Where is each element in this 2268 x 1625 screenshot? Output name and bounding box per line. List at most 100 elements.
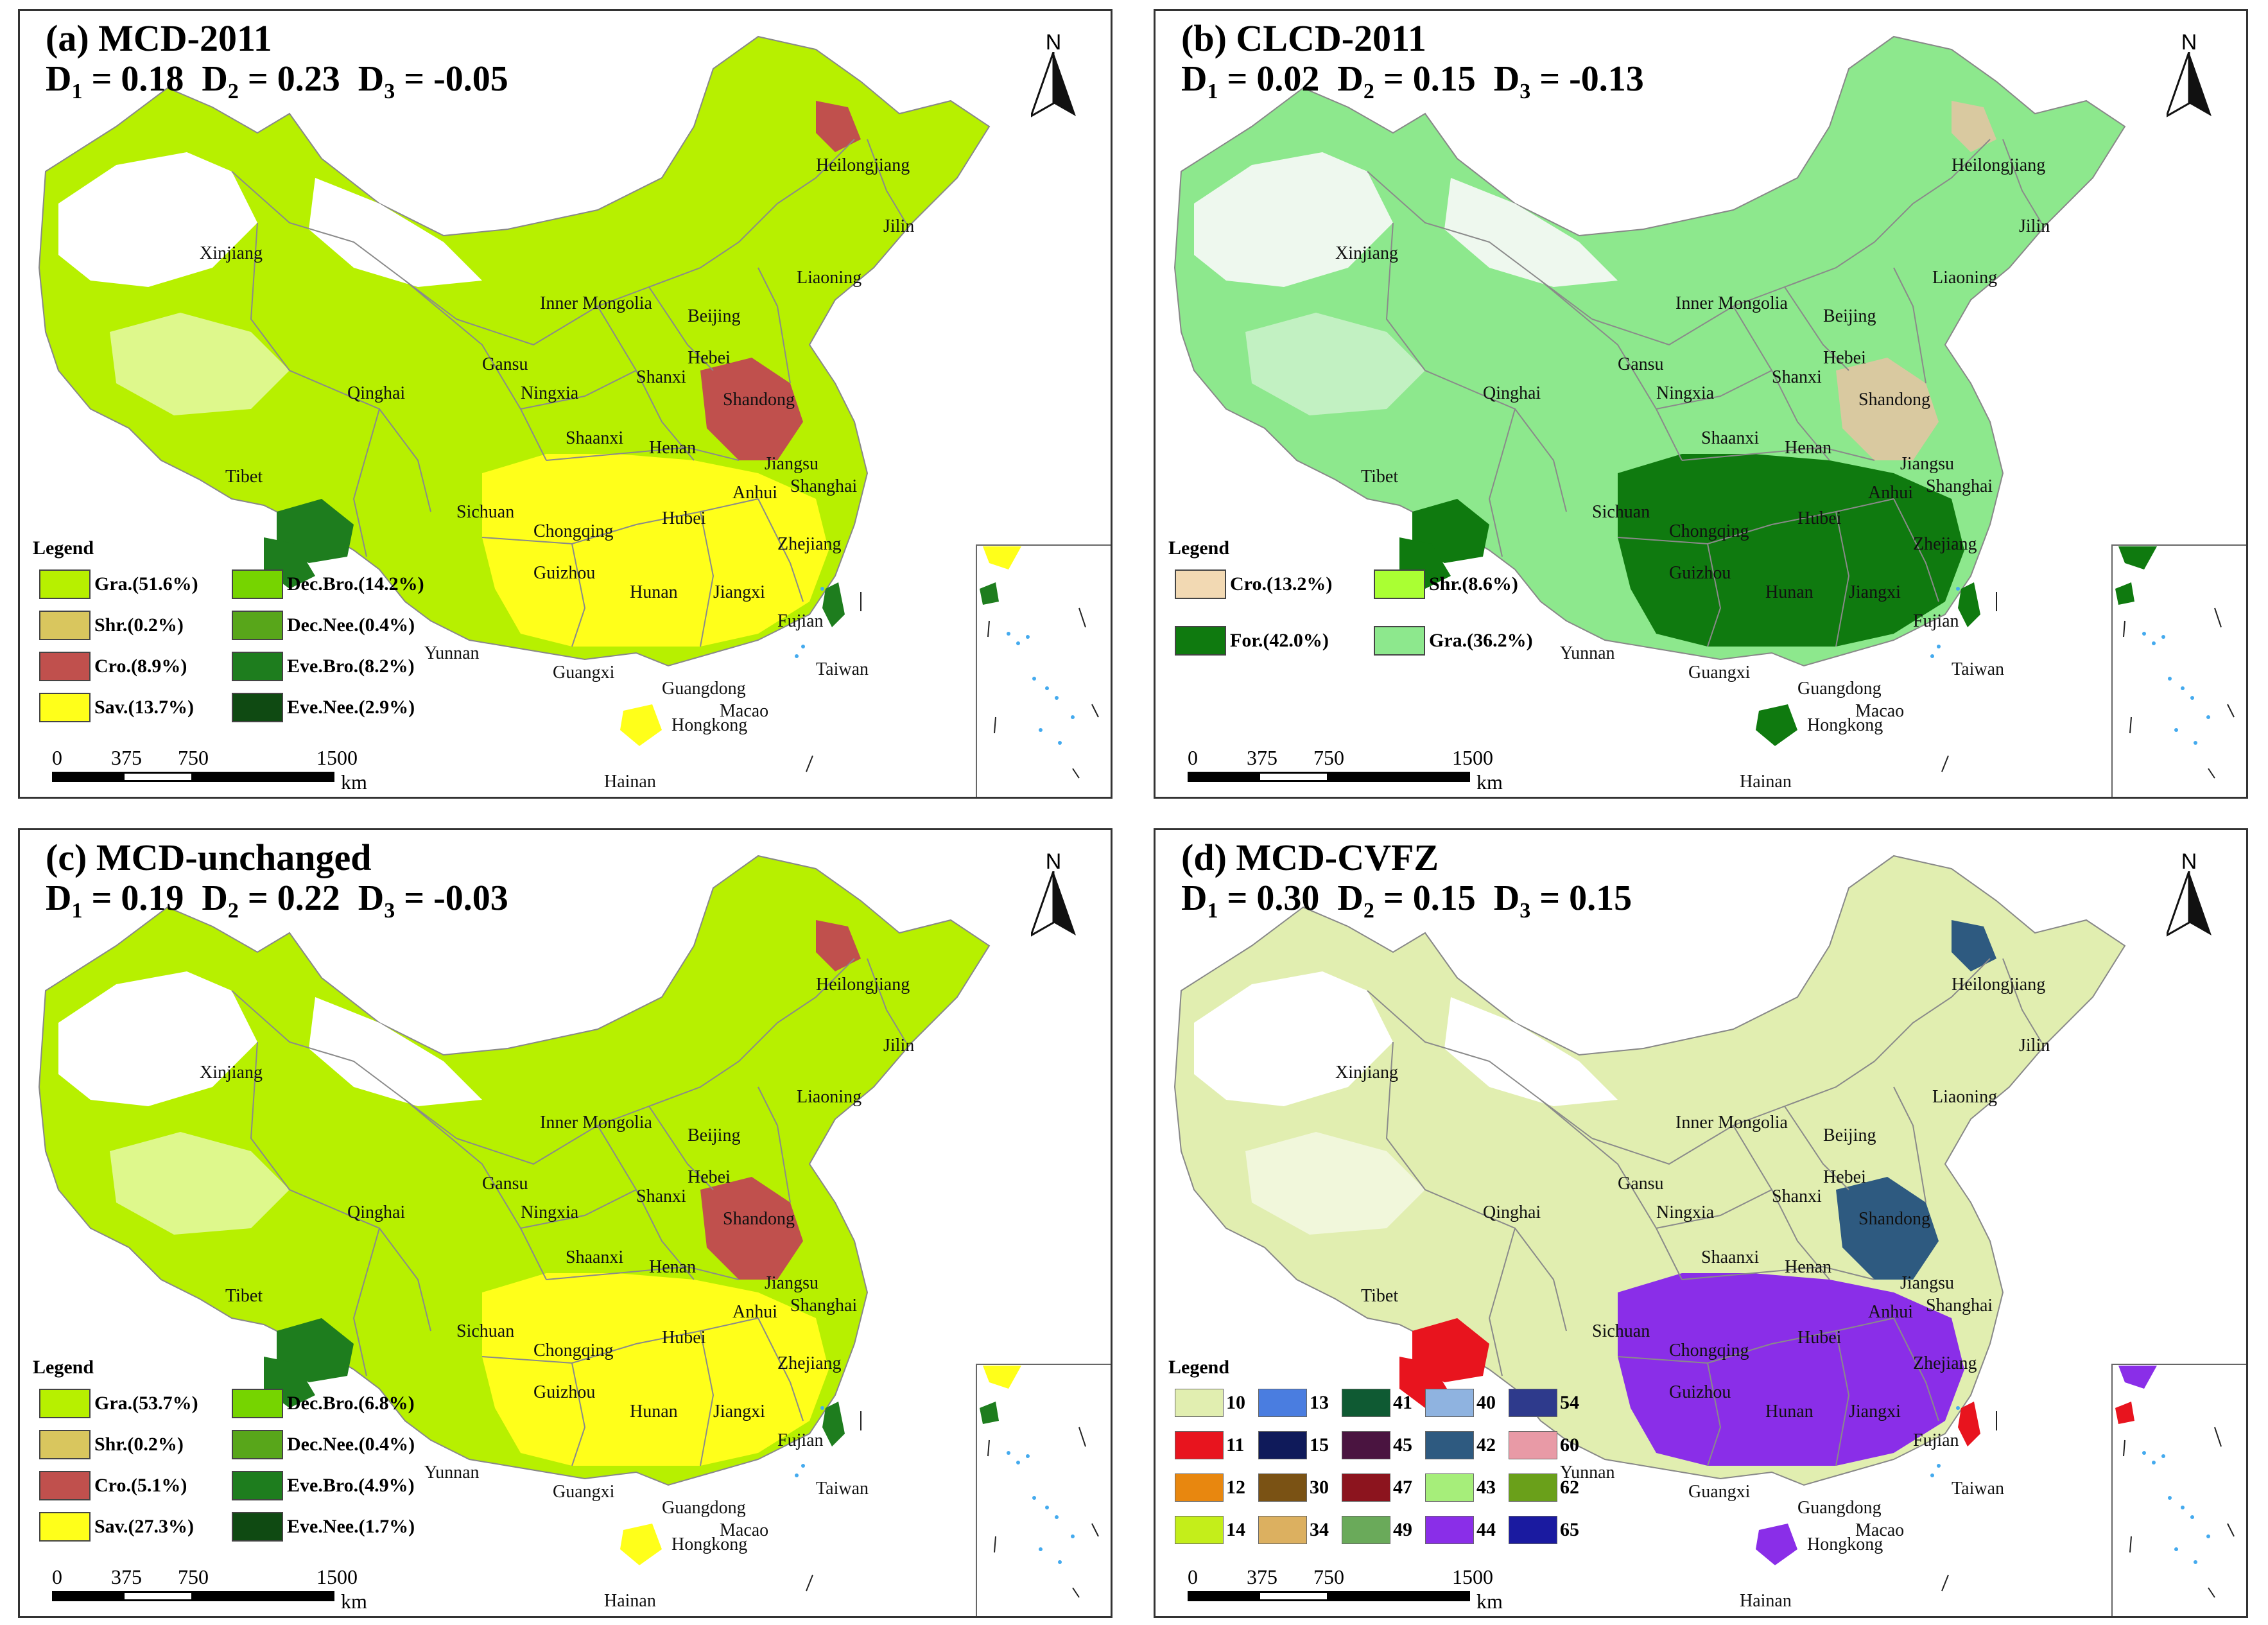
- north-label: N: [1045, 30, 1062, 55]
- scale-tick-0: 0: [1188, 1565, 1198, 1588]
- label-fujian: Fujian: [1913, 611, 1959, 631]
- legend-label: Gra.(36.2%): [1429, 630, 1533, 651]
- label-jilin: Jilin: [2019, 1036, 2050, 1056]
- legend-swatch: [1509, 1389, 1557, 1417]
- legend-label: 45: [1393, 1434, 1412, 1456]
- scale-unit: km: [341, 1590, 367, 1613]
- label-shaanxi: Shaanxi: [566, 428, 624, 448]
- scale-tick-750: 750: [178, 746, 209, 769]
- legend-swatch: [1509, 1473, 1557, 1502]
- label-ningxia: Ningxia: [521, 1203, 579, 1222]
- barren-west: [1194, 971, 1393, 1106]
- label-shaanxi: Shaanxi: [1701, 428, 1760, 448]
- legend-label: 34: [1310, 1519, 1329, 1540]
- east-islands: [806, 592, 861, 772]
- panel-c-mcd-unchanged: (c) MCD-unchanged D1 = 0.19 D2 = 0.22 D3…: [18, 828, 1112, 1618]
- legend-swatch: [1342, 1473, 1390, 1502]
- scale-tick-375: 375: [1247, 1565, 1277, 1588]
- scale-bar-seg-2: [123, 772, 193, 782]
- label-hubei: Hubei: [662, 1328, 706, 1348]
- label-shanghai: Shanghai: [1926, 476, 1993, 496]
- label-inner-mongolia: Inner Mongolia: [1675, 293, 1788, 313]
- label-taiwan: Taiwan: [816, 1479, 869, 1499]
- label-henan: Henan: [649, 1257, 697, 1277]
- panel-title: (c) MCD-unchanged: [46, 837, 372, 878]
- scale-bar-seg-3: [193, 1591, 334, 1601]
- taiwan-island: [1958, 1402, 1980, 1447]
- label-guangdong: Guangdong: [1797, 1498, 1882, 1518]
- label-shandong: Shandong: [1858, 390, 1930, 410]
- east-zone: [1836, 1177, 1939, 1280]
- legend-item: 15: [1258, 1431, 1329, 1459]
- label-xinjiang: Xinjiang: [200, 1063, 263, 1082]
- legend-label: 62: [1560, 1477, 1579, 1498]
- legend-item: 43: [1425, 1473, 1496, 1502]
- legend-title: Legend: [1168, 537, 1230, 559]
- legend-label: 42: [1476, 1434, 1496, 1456]
- label-sichuan: Sichuan: [456, 502, 515, 522]
- label-jiangxi: Jiangxi: [713, 1402, 765, 1421]
- legend-swatch: [1342, 1389, 1390, 1417]
- label-inner-mongolia: Inner Mongolia: [540, 1113, 652, 1133]
- coastal-islands: [1930, 587, 1960, 658]
- label-sichuan: Sichuan: [1592, 1321, 1650, 1341]
- label-macao: Macao: [720, 1520, 769, 1540]
- legend-item: 30: [1258, 1473, 1329, 1502]
- label-inner-mongolia: Inner Mongolia: [540, 293, 652, 313]
- legend-item: 12: [1175, 1473, 1245, 1502]
- legend-label: 65: [1560, 1519, 1579, 1540]
- legend-label: Cro.(8.9%): [94, 656, 187, 677]
- legend-title: Legend: [33, 1357, 94, 1378]
- legend-swatch: [1175, 1516, 1224, 1544]
- legend-item: 47: [1342, 1473, 1412, 1502]
- province-boundaries: [231, 139, 906, 647]
- legend-item: 11: [1175, 1431, 1244, 1459]
- panel-a-mcd-2011: (a) MCD-2011 D1 = 0.18 D2 = 0.23 D3 = -0…: [18, 9, 1112, 799]
- barren-west: [58, 152, 257, 287]
- label-fujian: Fujian: [777, 1430, 824, 1450]
- legend-item: Shr.(8.6%): [1374, 569, 1518, 599]
- label-hainan: Hainan: [1740, 1591, 1792, 1611]
- legend-item: 44: [1425, 1516, 1496, 1544]
- legend-swatch: [1425, 1473, 1474, 1502]
- legend-swatch: [232, 1389, 283, 1418]
- label-liaoning: Liaoning: [797, 268, 862, 288]
- label-heilongjiang: Heilongjiang: [1952, 155, 2046, 175]
- label-macao: Macao: [1855, 1520, 1905, 1540]
- panel-stats: D1 = 0.19 D2 = 0.22 D3 = -0.03: [46, 878, 508, 923]
- north-label: N: [2181, 849, 2197, 874]
- scale-bar-seg-3: [1329, 772, 1470, 782]
- panel-d-mcd-cvfz: (d) MCD-CVFZ D1 = 0.30 D2 = 0.15 D3 = 0.…: [1154, 828, 2248, 1618]
- china-map: [38, 855, 1111, 1616]
- scale-tick-0: 0: [1188, 746, 1198, 769]
- legend-label: Eve.Bro.(8.2%): [287, 656, 415, 677]
- legend-swatch: [1175, 1389, 1224, 1417]
- legend-swatch: [39, 693, 91, 722]
- label-liaoning: Liaoning: [797, 1087, 862, 1107]
- northeast-zone: [1952, 101, 1996, 152]
- northeast-zone: [1952, 920, 1996, 971]
- north-arrow: N: [2167, 30, 2212, 120]
- legend-label: Dec.Bro.(6.8%): [287, 1393, 415, 1414]
- province-boundaries: [231, 958, 906, 1466]
- label-tibet: Tibet: [225, 1286, 263, 1306]
- south-china-sea-inset: [976, 544, 1111, 797]
- label-shanxi: Shanxi: [636, 367, 686, 387]
- label-hubei: Hubei: [1797, 1328, 1842, 1348]
- label-beijing: Beijing: [1823, 1125, 1876, 1145]
- legend-label: Dec.Bro.(14.2%): [287, 573, 424, 595]
- scale-tick-1500: 1500: [1452, 746, 1493, 769]
- label-heilongjiang: Heilongjiang: [1952, 975, 2046, 995]
- scale-bar-seg-1: [1188, 1591, 1258, 1601]
- north-label: N: [2181, 30, 2197, 55]
- label-hunan: Hunan: [1765, 582, 1814, 602]
- label-jilin: Jilin: [2019, 216, 2050, 236]
- label-taiwan: Taiwan: [1952, 659, 2005, 679]
- panel-b-clcd-2011: (b) CLCD-2011 D1 = 0.02 D2 = 0.15 D3 = -…: [1154, 9, 2248, 799]
- label-heilongjiang: Heilongjiang: [816, 155, 910, 175]
- legend-label: 44: [1476, 1519, 1496, 1540]
- china-map: [1173, 35, 2246, 797]
- barren-west: [1194, 152, 1393, 287]
- legend-label: 30: [1310, 1477, 1329, 1498]
- label-jiangsu: Jiangsu: [765, 454, 818, 474]
